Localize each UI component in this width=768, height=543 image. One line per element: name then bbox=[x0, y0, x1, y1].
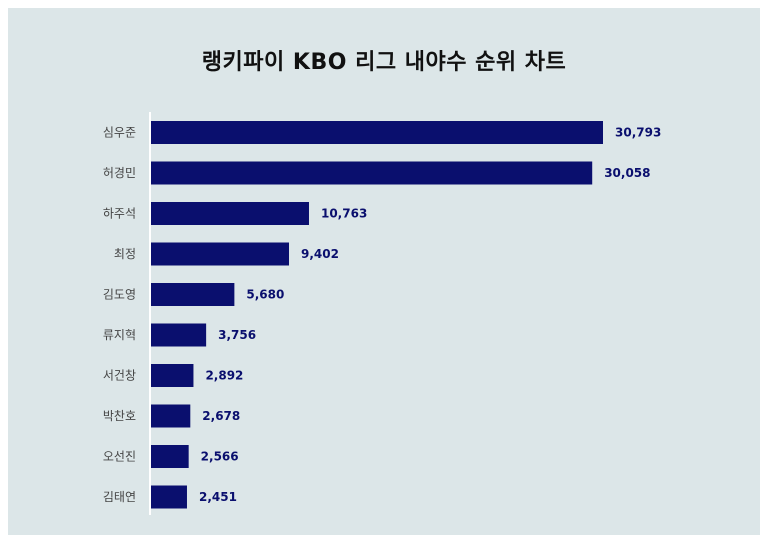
category-label: 최정 bbox=[114, 247, 136, 261]
value-label: 3,756 bbox=[218, 328, 256, 342]
value-label: 30,793 bbox=[615, 126, 661, 140]
category-label: 심우준 bbox=[103, 126, 136, 140]
bar bbox=[151, 242, 290, 266]
value-label: 2,892 bbox=[205, 369, 243, 383]
category-label: 김태연 bbox=[103, 490, 136, 504]
value-label: 2,451 bbox=[199, 490, 237, 504]
value-label: 9,402 bbox=[301, 247, 339, 261]
bar bbox=[151, 445, 189, 468]
bar bbox=[151, 485, 187, 509]
chart-title: 랭키파이 KBO 리그 내야수 순위 차트 bbox=[201, 50, 567, 75]
value-label: 2,566 bbox=[201, 450, 239, 464]
bar bbox=[151, 161, 593, 185]
bar bbox=[151, 202, 309, 225]
bar bbox=[151, 404, 191, 428]
bar bbox=[151, 283, 235, 306]
category-label: 김도영 bbox=[103, 288, 136, 302]
category-label: 하주석 bbox=[103, 207, 136, 221]
bar bbox=[151, 323, 207, 347]
category-label: 오선진 bbox=[103, 450, 136, 464]
category-label: 허경민 bbox=[103, 166, 136, 180]
bar bbox=[151, 364, 194, 387]
chart-panel: 랭키파이 KBO 리그 내야수 순위 차트 bbox=[8, 8, 760, 535]
value-label: 30,058 bbox=[604, 166, 650, 180]
category-label: 서건창 bbox=[103, 369, 136, 383]
category-label: 류지혁 bbox=[103, 328, 136, 342]
category-label: 박찬호 bbox=[103, 408, 136, 423]
value-label: 2,678 bbox=[202, 409, 240, 423]
value-label: 10,763 bbox=[321, 207, 367, 221]
bar bbox=[151, 121, 603, 144]
value-label: 5,680 bbox=[246, 288, 284, 302]
